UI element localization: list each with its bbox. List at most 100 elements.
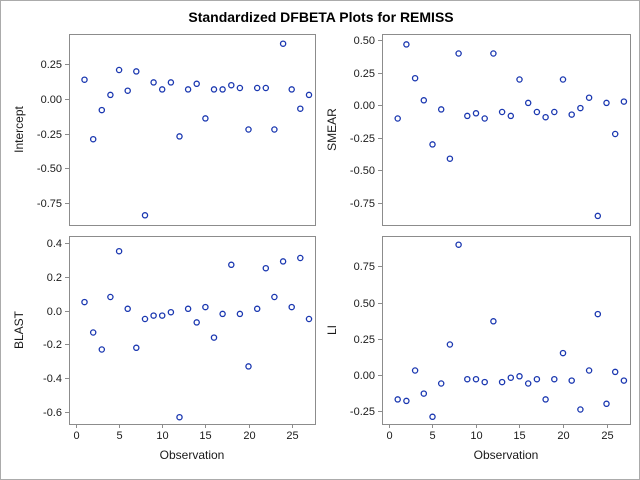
scatter-point (411, 367, 419, 374)
x-tick-label: 5 (429, 430, 435, 442)
scatter-point (533, 375, 541, 383)
scatter-point (594, 310, 602, 318)
scatter-point (297, 105, 304, 112)
scatter-point (585, 367, 593, 374)
x-tick-label: 20 (243, 430, 255, 442)
x-tick-label: 25 (601, 430, 613, 442)
scatter-point (437, 380, 445, 387)
y-tick-label: 0.0 (47, 306, 62, 318)
scatter-point (98, 346, 106, 353)
scatter-point (184, 86, 192, 93)
x-tick-label: 5 (116, 430, 122, 442)
scatter-point (498, 108, 506, 116)
scatter-point (167, 79, 175, 86)
scatter-point (228, 261, 235, 269)
scatter-point (202, 115, 209, 122)
scatter-point (464, 112, 471, 120)
scatter-point (107, 91, 114, 99)
scatter-point (559, 76, 567, 83)
scatter-point (176, 133, 183, 140)
scatter-point (262, 264, 270, 272)
panel-frame (69, 236, 316, 425)
panel-frame (382, 236, 631, 425)
scatter-point (611, 368, 619, 376)
scatter-point (150, 79, 157, 86)
x-axis-title: Observation (160, 448, 225, 462)
scatter-point (577, 406, 584, 413)
y-axis-title: SMEAR (325, 108, 339, 151)
scatter-point (150, 312, 157, 319)
scatter-point (236, 310, 244, 318)
scatter-point (429, 141, 436, 148)
x-tick-label: 10 (156, 430, 168, 442)
scatter-point (98, 106, 106, 114)
scatter-point (158, 312, 166, 319)
scatter-point (89, 135, 97, 143)
x-tick-label: 25 (286, 430, 298, 442)
scatter-point (403, 397, 410, 405)
scatter-point (133, 68, 140, 75)
x-tick-label: 15 (199, 430, 211, 442)
scatter-point (603, 400, 610, 408)
scatter-point (455, 50, 462, 57)
y-tick-label: 0.50 (354, 35, 375, 47)
scatter-point (193, 80, 200, 88)
scatter-point (594, 212, 602, 220)
y-tick-label: 0.00 (41, 94, 62, 106)
scatter-point (141, 315, 149, 323)
scatter-point (472, 110, 480, 117)
scatter-point (193, 319, 200, 326)
x-axis-title: Observation (474, 448, 539, 462)
scatter-point (455, 241, 462, 248)
scatter-point (551, 108, 558, 116)
scatter-point (524, 99, 532, 107)
scatter-point (411, 74, 419, 82)
scatter-point (124, 87, 131, 94)
y-tick-label: 0.50 (354, 298, 375, 310)
scatter-point (305, 91, 313, 99)
y-axis-title: BLAST (12, 310, 26, 349)
scatter-point (81, 298, 88, 306)
scatter-point (490, 50, 497, 57)
y-tick-label: 0.25 (354, 334, 375, 346)
y-axis-title: LI (325, 325, 339, 335)
scatter-point (115, 66, 123, 74)
y-tick-label: -0.75 (350, 198, 375, 210)
scatter-point (184, 305, 192, 313)
y-tick-label: 0.25 (354, 68, 375, 80)
scatter-point (620, 377, 628, 384)
scatter-point (559, 349, 567, 357)
y-tick-label: -0.2 (43, 339, 62, 351)
y-tick-label: -0.75 (37, 198, 62, 210)
scatter-point (253, 84, 261, 92)
scatter-point (305, 315, 313, 323)
scatter-point (288, 303, 295, 311)
scatter-point (611, 130, 619, 138)
scatter-point (288, 86, 295, 93)
y-tick-label: -0.4 (43, 373, 62, 385)
scatter-point (490, 318, 497, 325)
scatter-point (568, 111, 575, 118)
y-tick-label: -0.6 (43, 407, 62, 419)
y-tick-label: 0.75 (354, 261, 375, 273)
chart-title: Standardized DFBETA Plots for REMISS (188, 9, 454, 25)
y-tick-label: 0.4 (47, 238, 62, 250)
scatter-point (507, 374, 515, 381)
y-tick-label: -0.25 (350, 133, 375, 145)
scatter-point (245, 363, 252, 370)
y-tick-label: -0.25 (350, 406, 375, 418)
scatter-point (446, 155, 454, 162)
scatter-point (262, 84, 270, 92)
scatter-point (210, 86, 218, 93)
scatter-point (568, 377, 575, 384)
scatter-point (585, 94, 593, 101)
scatter-point (253, 305, 261, 313)
scatter-point (141, 212, 149, 219)
scatter-point (228, 81, 235, 89)
x-tick-label: 10 (470, 430, 482, 442)
scatter-point (271, 126, 278, 133)
scatter-point (202, 303, 209, 311)
y-tick-label: 0.00 (354, 100, 375, 112)
scatter-point (472, 375, 480, 383)
